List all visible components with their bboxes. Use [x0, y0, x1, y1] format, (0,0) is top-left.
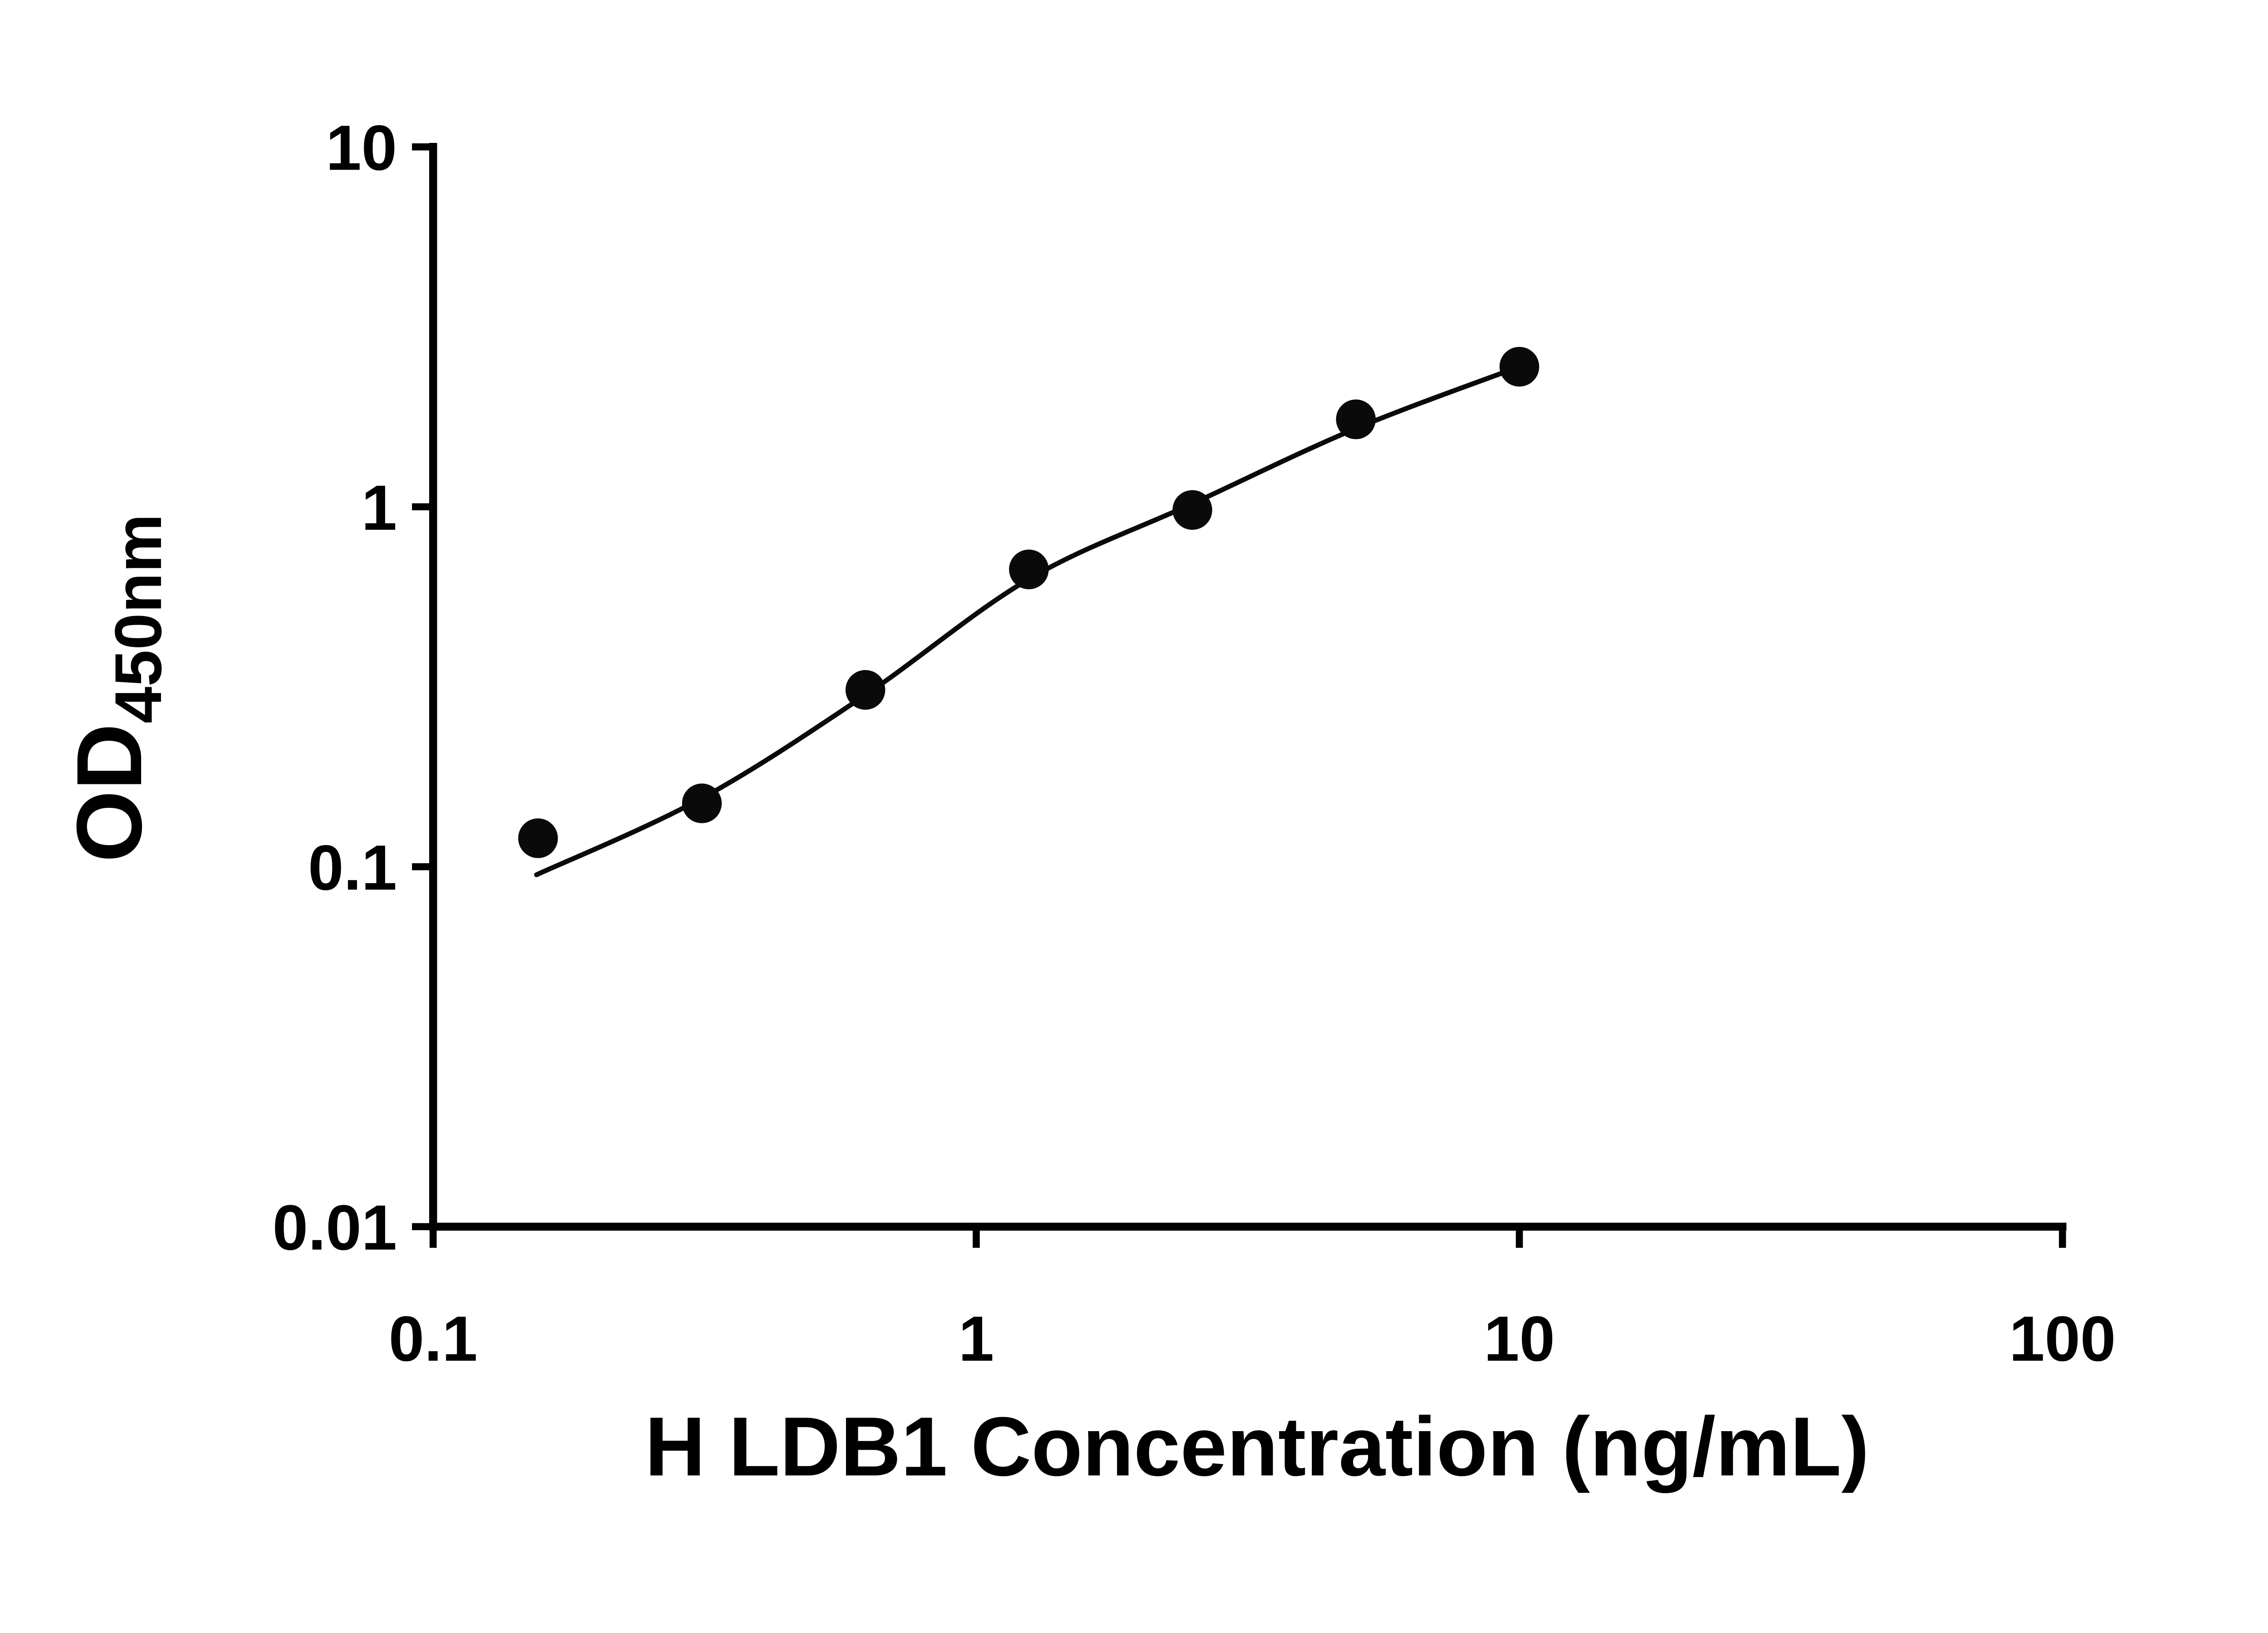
y-tick-label: 0.1 — [308, 831, 397, 903]
y-axis-title: OD450nm — [58, 514, 175, 862]
y-axis-title-sub: 450nm — [101, 514, 175, 724]
x-tick-label: 0.1 — [389, 1303, 478, 1374]
chart-canvas: 0.1 1 10 100 0.01 0.1 1 10 H LDB1 Concentratio… — [58, 112, 2116, 1494]
data-point — [1172, 490, 1212, 530]
data-point — [1499, 347, 1540, 387]
y-axis-ticks: 0.01 0.1 1 10 — [273, 112, 433, 1263]
y-axis-title-main: OD — [58, 724, 161, 862]
x-tick-label: 1 — [958, 1303, 994, 1374]
y-tick-label: 1 — [362, 472, 397, 543]
x-tick-label: 10 — [1484, 1303, 1555, 1374]
data-point — [1336, 399, 1376, 440]
x-tick-label: 100 — [2009, 1303, 2116, 1374]
x-axis-title: H LDB1 Concentration (ng/mL) — [645, 1400, 1869, 1494]
data-points-layer — [518, 347, 1540, 858]
axis-frame — [429, 143, 2067, 1231]
axes — [429, 143, 2067, 1231]
x-axis-ticks: 0.1 1 10 100 — [389, 1227, 2116, 1374]
y-tick-label: 0.01 — [273, 1192, 397, 1263]
data-point — [518, 818, 558, 858]
data-point — [846, 670, 885, 710]
y-tick-label: 10 — [326, 112, 397, 183]
elisa-standard-curve-figure: 0.1 1 10 100 0.01 0.1 1 10 H LDB1 Concentratio… — [58, 112, 2116, 1494]
data-point — [682, 783, 722, 823]
data-point — [1009, 549, 1049, 590]
